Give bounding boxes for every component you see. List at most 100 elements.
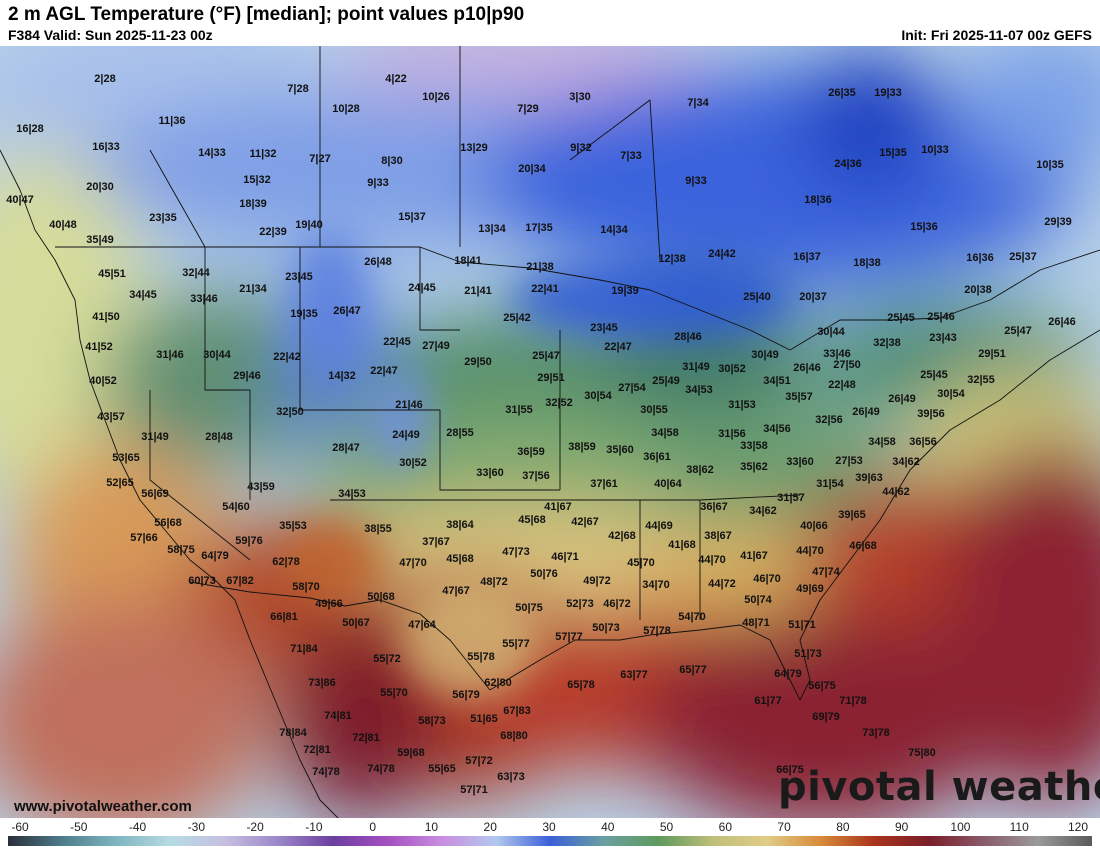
- point-value-label: 62|78: [272, 556, 300, 568]
- point-value-label: 7|29: [517, 103, 538, 115]
- point-value-label: 34|62: [892, 456, 920, 468]
- color-bar-tick: 90: [894, 820, 909, 834]
- point-value-label: 40|48: [49, 219, 77, 231]
- point-value-label: 41|52: [85, 341, 113, 353]
- temperature-map[interactable]: 2|28 7|28 4|22 10|26 10|28 7|29 3|30 7|34 26|35 1…: [0, 46, 1100, 820]
- point-value-label: 34|62: [749, 505, 777, 517]
- point-value-label: 49|69: [796, 583, 824, 595]
- point-value-label: 32|55: [967, 374, 995, 386]
- point-value-label: 25|47: [532, 350, 560, 362]
- point-value-label: 36|59: [517, 446, 545, 458]
- point-value-label: 11|36: [159, 115, 186, 127]
- point-value-label: 31|55: [505, 404, 533, 416]
- point-value-label: 74|78: [367, 763, 395, 775]
- boundary-lines: [0, 46, 1100, 820]
- point-value-label: 31|56: [718, 428, 746, 440]
- point-value-label: 71|78: [839, 695, 867, 707]
- point-value-label: 19|39: [611, 285, 639, 297]
- point-value-label: 3|30: [569, 91, 590, 103]
- point-value-label: 73|86: [308, 677, 336, 689]
- point-value-label: 57|77: [555, 631, 583, 643]
- point-value-label: 20|30: [86, 181, 114, 193]
- color-bar-tick: 20: [483, 820, 497, 834]
- point-value-label: 39|56: [917, 408, 945, 420]
- point-value-label: 9|33: [367, 177, 388, 189]
- point-value-label: 22|47: [370, 365, 398, 377]
- point-value-label: 22|39: [259, 226, 287, 238]
- point-value-label: 49|72: [583, 575, 611, 587]
- point-value-label: 50|68: [367, 591, 395, 603]
- point-value-label: 26|49: [888, 393, 916, 405]
- point-value-label: 16|28: [16, 123, 44, 135]
- point-value-label: 52|65: [106, 477, 134, 489]
- point-value-label: 45|68: [518, 514, 546, 526]
- point-value-label: 32|52: [545, 397, 573, 409]
- point-value-label: 74|81: [324, 710, 352, 722]
- point-value-label: 45|70: [627, 557, 655, 569]
- point-value-label: 71|84: [290, 643, 318, 655]
- point-value-label: 20|34: [518, 163, 546, 175]
- point-value-label: 56|75: [808, 680, 836, 692]
- point-value-label: 68|80: [500, 730, 528, 742]
- color-bar-tick: 30: [542, 820, 556, 834]
- point-value-label: 22|47: [604, 341, 632, 353]
- point-value-label: 44|72: [708, 578, 736, 590]
- point-value-label: 55|77: [502, 638, 530, 650]
- point-value-label: 58|75: [167, 544, 195, 556]
- point-value-label: 32|50: [276, 406, 304, 418]
- point-value-label: 15|36: [910, 221, 938, 233]
- point-value-label: 2|28: [94, 73, 115, 85]
- color-bar-tick: -50: [70, 820, 88, 834]
- color-bar-tick: 40: [601, 820, 615, 834]
- gulf-coastline: [489, 329, 1100, 701]
- point-value-label: 18|41: [454, 255, 482, 267]
- point-value-label: 7|33: [620, 150, 641, 162]
- point-value-label: 28|55: [446, 427, 474, 439]
- point-value-label: 28|48: [205, 431, 233, 443]
- point-value-label: 73|78: [862, 727, 890, 739]
- point-value-label: 65|77: [679, 664, 707, 676]
- point-value-label: 31|54: [816, 478, 844, 490]
- color-bar-tick: -10: [305, 820, 323, 834]
- point-value-label: 51|65: [470, 713, 498, 725]
- point-value-label: 25|42: [503, 312, 531, 324]
- point-value-label: 42|67: [571, 516, 599, 528]
- point-value-label: 25|45: [887, 312, 915, 324]
- point-value-label: 51|71: [788, 619, 816, 631]
- point-value-label: 13|29: [460, 142, 488, 154]
- point-value-label: 4|22: [385, 73, 406, 85]
- point-value-label: 36|67: [700, 501, 728, 513]
- color-bar-tick: 120: [1067, 820, 1089, 834]
- point-value-label: 57|71: [460, 784, 488, 796]
- point-value-label: 37|61: [590, 478, 618, 490]
- point-value-label: 31|49: [682, 361, 710, 373]
- point-value-label: 37|56: [522, 470, 550, 482]
- point-value-label: 33|46: [190, 293, 218, 305]
- point-value-label: 21|38: [526, 261, 554, 273]
- point-values: 2|28 7|28 4|22 10|26 10|28 7|29 3|30 7|34 26|35 1…: [6, 73, 1076, 796]
- point-value-label: 55|78: [467, 651, 495, 663]
- point-value-label: 14|32: [328, 370, 356, 382]
- point-value-label: 25|45: [920, 369, 948, 381]
- point-value-label: 31|53: [728, 399, 756, 411]
- point-value-label: 63|77: [620, 669, 648, 681]
- point-value-label: 74|78: [312, 766, 340, 778]
- point-value-label: 43|59: [247, 481, 275, 493]
- point-value-label: 47|67: [442, 585, 470, 597]
- point-value-label: 14|33: [198, 147, 226, 159]
- point-value-label: 59|76: [235, 535, 263, 547]
- point-value-label: 33|58: [740, 440, 768, 452]
- point-value-label: 26|46: [793, 362, 821, 374]
- point-value-label: 56|69: [141, 488, 169, 500]
- point-value-label: 7|27: [309, 153, 330, 165]
- point-value-label: 21|41: [464, 285, 492, 297]
- point-value-label: 34|53: [338, 488, 366, 500]
- point-value-label: 10|28: [332, 103, 360, 115]
- point-value-label: 7|28: [287, 83, 308, 95]
- color-bar-tick: 70: [777, 820, 791, 834]
- point-value-label: 25|40: [743, 291, 771, 303]
- point-value-label: 72|81: [303, 744, 331, 756]
- color-bar-tick: -20: [246, 820, 264, 834]
- point-value-label: 18|36: [804, 194, 832, 206]
- point-value-label: 64|79: [201, 550, 229, 562]
